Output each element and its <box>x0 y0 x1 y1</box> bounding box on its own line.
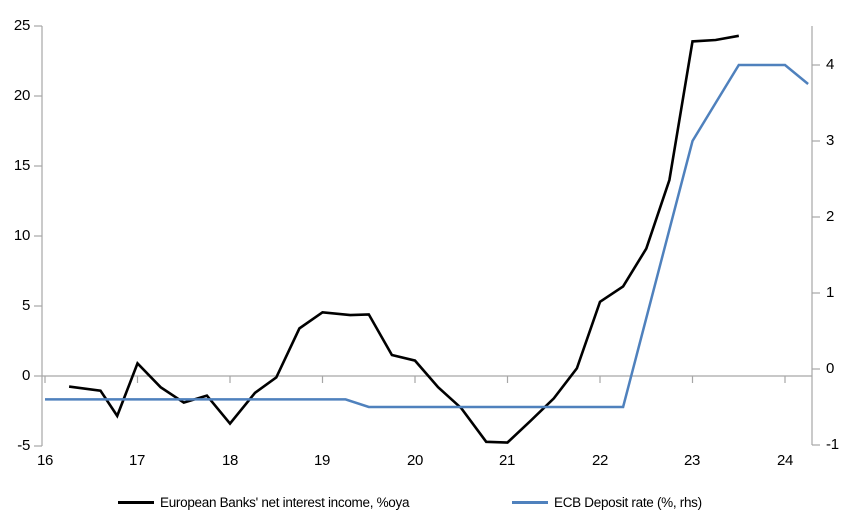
legend-item-nii: European Banks' net interest income, %oy… <box>118 492 409 512</box>
series-line <box>68 34 740 444</box>
left-axis-tick-label: 15 <box>13 157 30 174</box>
right-axis-tick-label: 0 <box>826 360 835 377</box>
x-axis-tick-label: 20 <box>406 452 424 469</box>
left-axis-tick-label: -5 <box>17 437 30 454</box>
black-line-swatch-icon <box>118 500 154 504</box>
left-axis-tick-label: 10 <box>13 227 30 244</box>
right-axis-tick-label: 2 <box>826 208 835 225</box>
series-lines <box>45 34 809 444</box>
x-axis-tick-label: 19 <box>313 452 331 469</box>
x-axis-tick-label: 18 <box>221 452 239 469</box>
x-axis-tick-label: 16 <box>36 452 54 469</box>
left-axis-tick-label: 0 <box>21 367 30 384</box>
x-axis-tick-label: 23 <box>683 452 701 469</box>
x-axis-tick-label: 17 <box>128 452 146 469</box>
blue-line-swatch-icon <box>512 500 548 504</box>
x-axis-tick-label: 24 <box>776 452 794 469</box>
x-axis-tick-label: 22 <box>591 452 609 469</box>
series-line <box>45 63 809 409</box>
left-axis-tick-label: 25 <box>13 17 30 34</box>
left-axis-tick-label: 5 <box>21 297 30 314</box>
legend-item-ecb-rate: ECB Deposit rate (%, rhs) <box>512 492 702 512</box>
left-axis-tick-label: 20 <box>13 87 30 104</box>
right-axis-tick-label: -1 <box>826 436 839 453</box>
x-axis-tick-label: 21 <box>498 452 516 469</box>
right-axis-tick-label: 1 <box>826 284 835 301</box>
legend-label: ECB Deposit rate (%, rhs) <box>554 494 702 510</box>
legend-label: European Banks' net interest income, %oy… <box>160 494 410 510</box>
right-axis-tick-label: 4 <box>826 56 835 73</box>
right-axis-tick-label: 3 <box>826 132 835 149</box>
chart-legend: European Banks' net interest income, %oy… <box>0 492 852 512</box>
axes <box>34 25 820 447</box>
